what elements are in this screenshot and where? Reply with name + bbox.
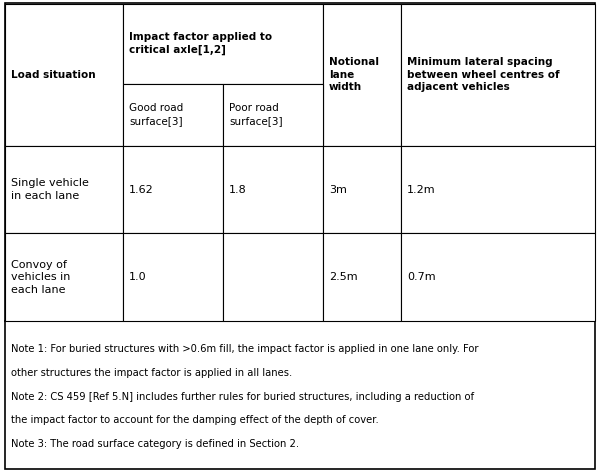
Text: Convoy of
vehicles in
each lane: Convoy of vehicles in each lane xyxy=(11,260,70,295)
Text: 1.62: 1.62 xyxy=(129,184,154,194)
Bar xyxy=(5,322,595,470)
Bar xyxy=(5,146,123,234)
Text: Load situation: Load situation xyxy=(11,70,95,79)
Text: 2.5m: 2.5m xyxy=(329,272,358,282)
Bar xyxy=(401,234,595,322)
Text: Good road
surface[3]: Good road surface[3] xyxy=(129,103,183,126)
Text: 1.0: 1.0 xyxy=(129,272,146,282)
Text: Note 2: CS 459 [Ref 5.N] includes further rules for buried structures, including: Note 2: CS 459 [Ref 5.N] includes furthe… xyxy=(11,392,474,402)
Bar xyxy=(5,3,123,146)
Text: Impact factor applied to
critical axle[1,2]: Impact factor applied to critical axle[1… xyxy=(129,32,272,55)
Text: Minimum lateral spacing
between wheel centres of
adjacent vehicles: Minimum lateral spacing between wheel ce… xyxy=(407,57,560,92)
Text: Note 1: For buried structures with >0.6m fill, the impact factor is applied in o: Note 1: For buried structures with >0.6m… xyxy=(11,344,479,354)
Bar xyxy=(401,3,595,146)
Bar xyxy=(401,146,595,234)
Bar xyxy=(123,3,323,84)
Text: other structures the impact factor is applied in all lanes.: other structures the impact factor is ap… xyxy=(11,368,292,378)
Text: 3m: 3m xyxy=(329,184,347,194)
Bar xyxy=(223,84,323,146)
Bar xyxy=(5,3,595,322)
Bar xyxy=(323,234,401,322)
Text: Notional
lane
width: Notional lane width xyxy=(329,57,379,92)
Text: the impact factor to account for the damping effect of the depth of cover.: the impact factor to account for the dam… xyxy=(11,415,379,425)
Bar xyxy=(323,146,401,234)
Text: 1.2m: 1.2m xyxy=(407,184,436,194)
Text: Poor road
surface[3]: Poor road surface[3] xyxy=(229,103,283,126)
Bar xyxy=(223,146,323,234)
Bar xyxy=(123,84,223,146)
Bar xyxy=(323,3,401,146)
Bar xyxy=(223,234,323,322)
Text: Single vehicle
in each lane: Single vehicle in each lane xyxy=(11,178,89,201)
Bar xyxy=(123,146,223,234)
Bar xyxy=(5,234,123,322)
Bar xyxy=(123,234,223,322)
Text: Note 3: The road surface category is defined in Section 2.: Note 3: The road surface category is def… xyxy=(11,439,299,449)
Text: 1.8: 1.8 xyxy=(229,184,247,194)
Text: 0.7m: 0.7m xyxy=(407,272,436,282)
